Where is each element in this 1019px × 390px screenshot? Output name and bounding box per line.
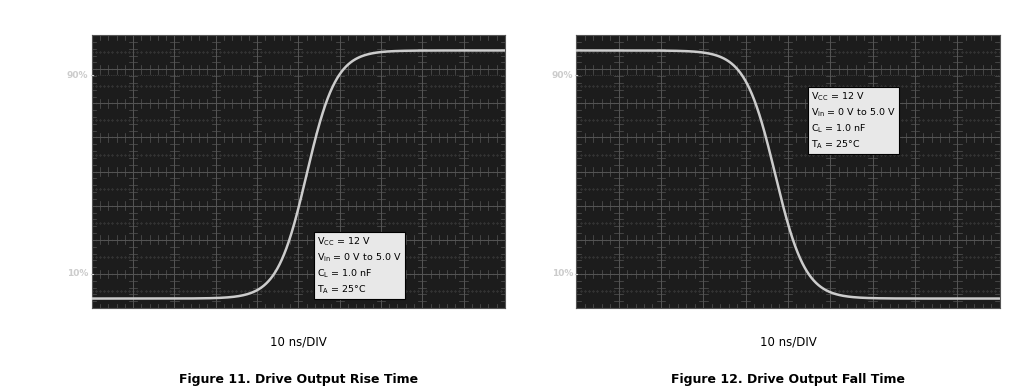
Text: 90%: 90% <box>67 71 89 80</box>
Text: Figure 11. Drive Output Rise Time: Figure 11. Drive Output Rise Time <box>178 373 418 386</box>
Text: 10 ns/DIV: 10 ns/DIV <box>759 335 815 348</box>
Text: 90%: 90% <box>551 71 573 80</box>
Text: Figure 12. Drive Output Fall Time: Figure 12. Drive Output Fall Time <box>671 373 904 386</box>
Text: $\mathregular{V_{CC}}$ = 12 V
$\mathregular{V_{in}}$ = 0 V to 5.0 V
$\mathregula: $\mathregular{V_{CC}}$ = 12 V $\mathregu… <box>317 235 401 296</box>
Text: 10 ns/DIV: 10 ns/DIV <box>270 335 326 348</box>
Text: 10%: 10% <box>67 269 89 278</box>
Text: 10%: 10% <box>551 269 573 278</box>
Text: $\mathregular{V_{CC}}$ = 12 V
$\mathregular{V_{in}}$ = 0 V to 5.0 V
$\mathregula: $\mathregular{V_{CC}}$ = 12 V $\mathregu… <box>810 90 895 151</box>
